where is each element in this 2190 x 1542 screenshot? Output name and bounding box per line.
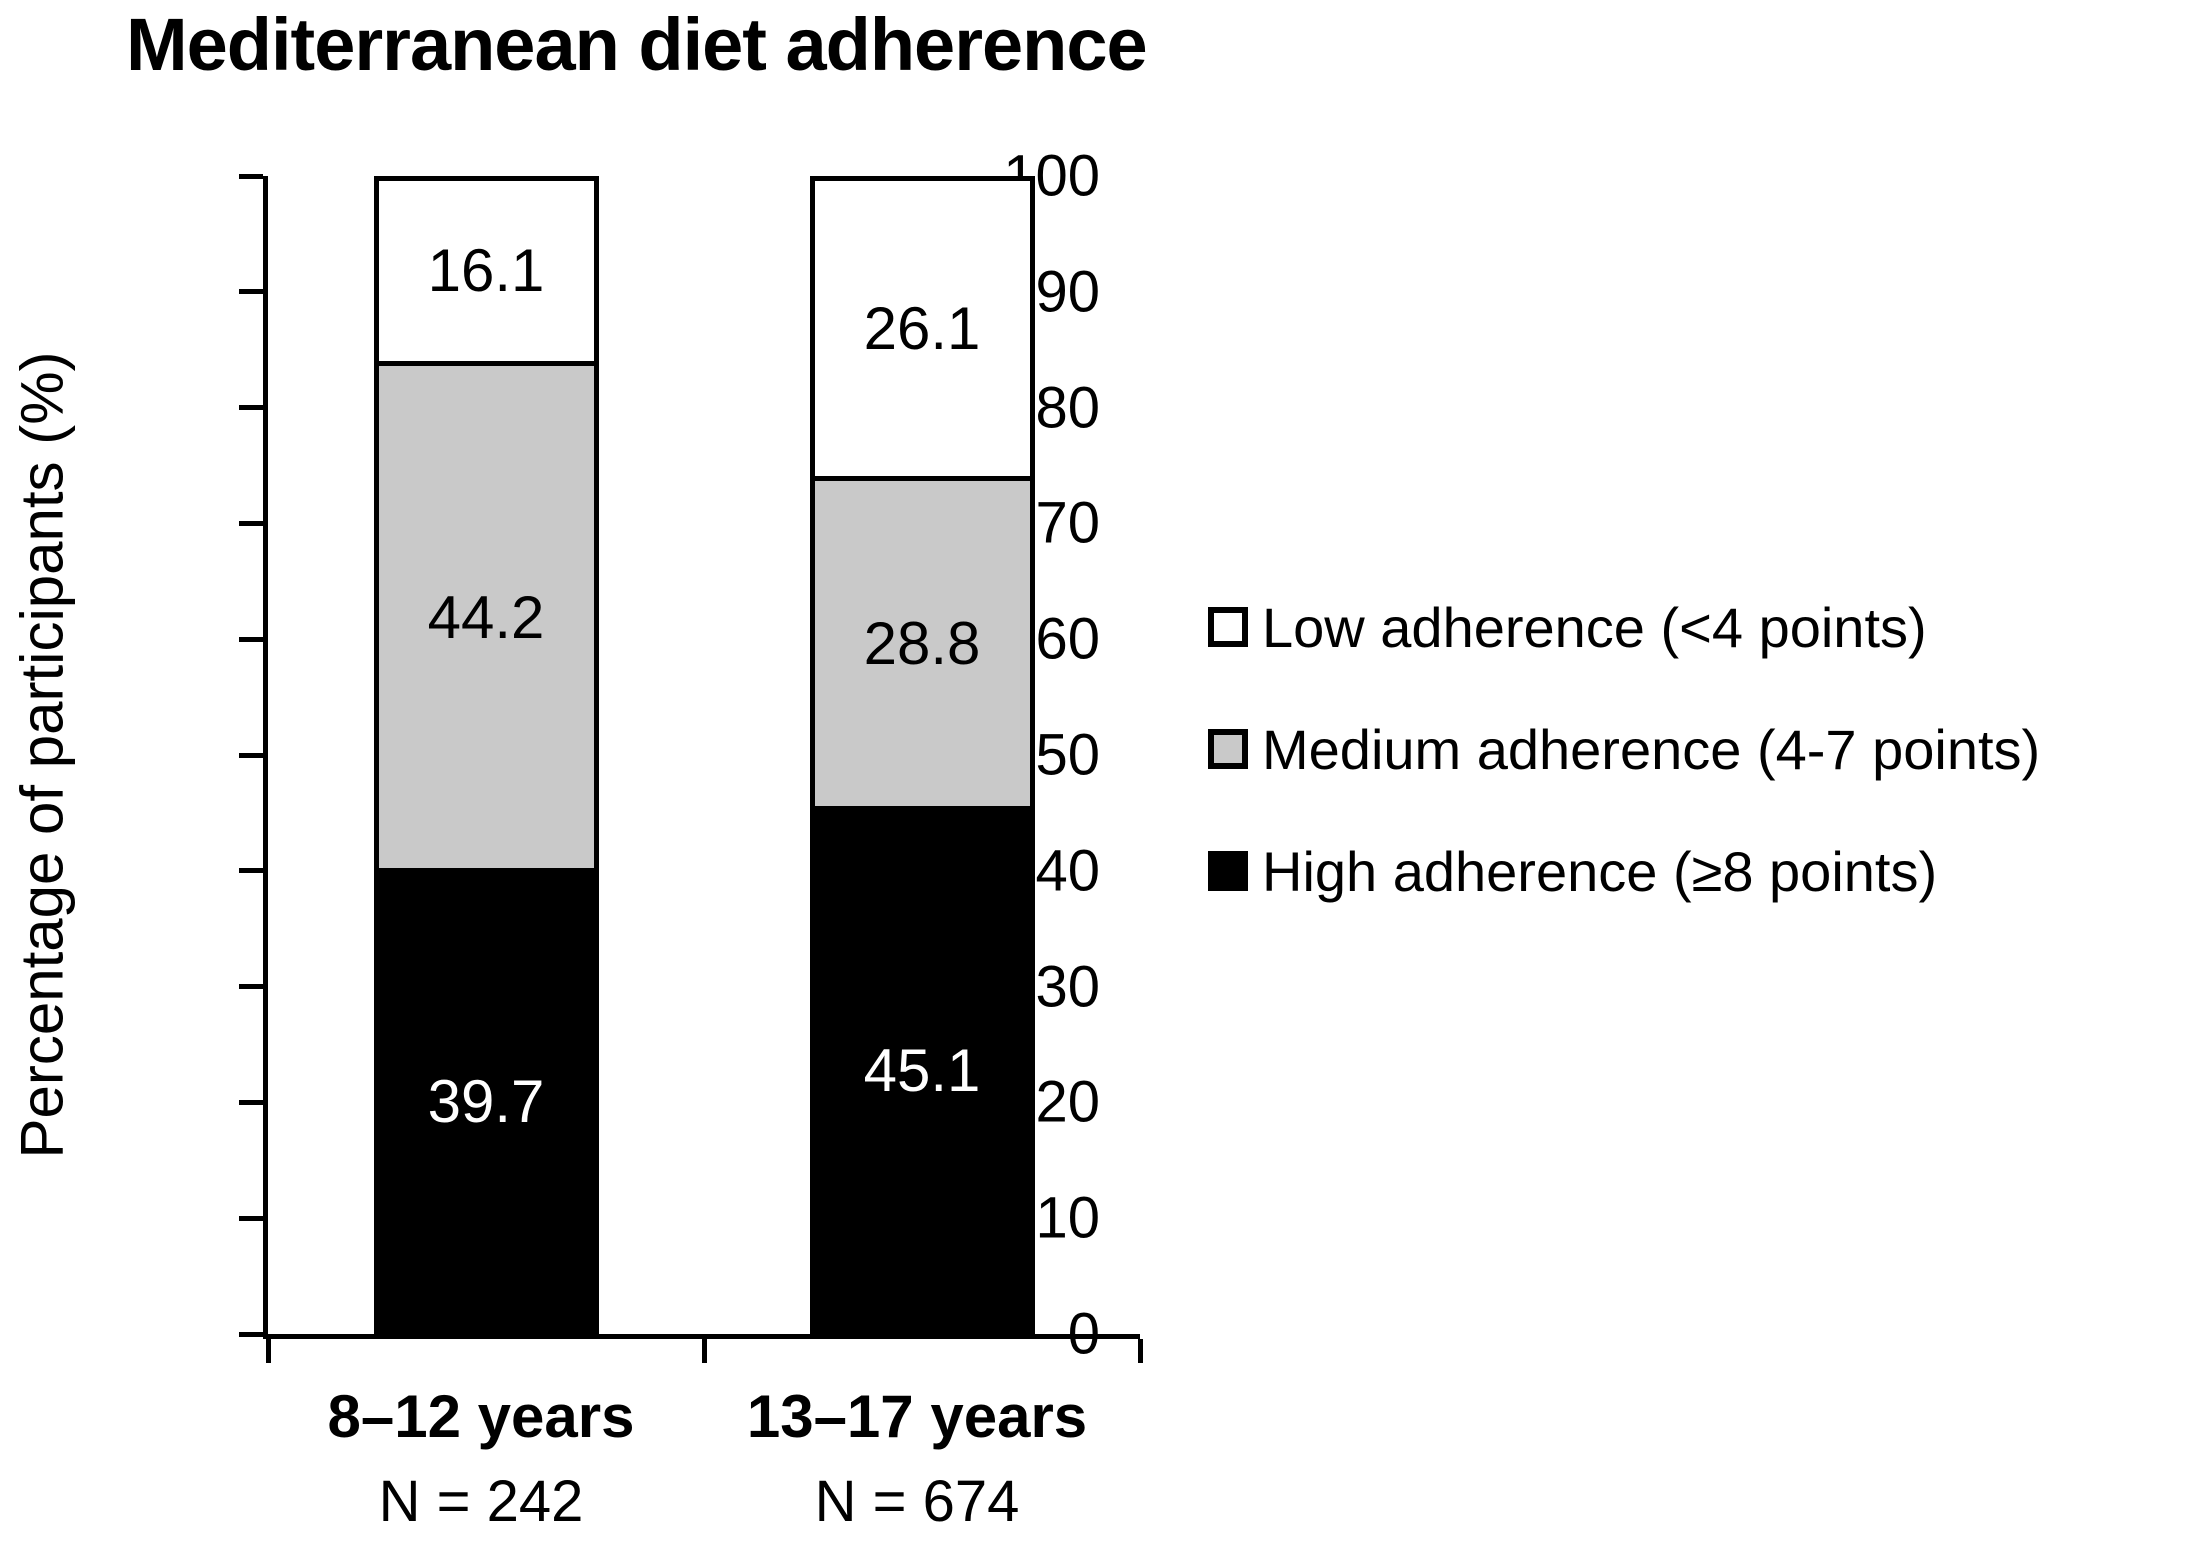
legend-swatch-icon [1208, 729, 1248, 769]
legend-label: Medium adherence (4-7 points) [1262, 717, 2041, 781]
x-tick [1137, 1339, 1143, 1363]
y-tick [239, 636, 263, 642]
y-tick [239, 173, 263, 179]
y-tick-label: 20 [1035, 1069, 1100, 1135]
legend-label: Low adherence (<4 points) [1262, 595, 1927, 659]
y-tick-label: 50 [1035, 722, 1100, 788]
bar-segment: 45.1 [814, 811, 1030, 1329]
bar-column: 26.1 28.8 45.1 [809, 176, 1035, 1334]
bar-segment: 26.1 [814, 181, 1030, 481]
y-tick-label: 30 [1035, 954, 1100, 1020]
y-tick [239, 405, 263, 411]
x-tick [265, 1339, 271, 1363]
legend-swatch-icon [1208, 607, 1248, 647]
plot-area: 0 10 20 30 40 50 60 70 80 90 100 16.1 44.2 39.7 26.1 28… [239, 144, 1143, 1367]
y-tick [239, 520, 263, 526]
bar-segment: 28.8 [814, 480, 1030, 812]
y-tick [239, 984, 263, 990]
chart-title: Mediterranean diet adherence [126, 3, 1148, 86]
y-tick [239, 289, 263, 295]
y-tick [239, 868, 263, 874]
y-tick [239, 1331, 263, 1337]
legend-label: High adherence (≥8 points) [1262, 839, 1938, 903]
bar-value-label: 44.2 [427, 583, 545, 651]
y-tick-label: 60 [1035, 606, 1100, 672]
legend-item: Low adherence (<4 points) [1208, 595, 2040, 659]
bar-value-label: 45.1 [863, 1036, 981, 1104]
bar-segment: 16.1 [378, 181, 594, 366]
legend: Low adherence (<4 points) Medium adherenc… [1208, 595, 2041, 903]
legend-swatch-icon [1208, 851, 1248, 891]
y-tick-label: 0 [1067, 1301, 1100, 1367]
y-tick [239, 752, 263, 758]
bar-value-label: 28.8 [863, 609, 981, 677]
x-category-label: 8–12 years [327, 1383, 635, 1450]
y-axis-title: Percentage of participants (%) [8, 351, 76, 1159]
y-tick-label: 90 [1035, 259, 1100, 325]
bar-segment: 44.2 [378, 365, 594, 874]
x-category-label: 13–17 years [746, 1383, 1088, 1450]
y-tick [239, 1215, 263, 1221]
y-tick-label: 80 [1035, 375, 1100, 441]
y-tick-label: 10 [1035, 1185, 1100, 1251]
y-tick-label: 70 [1035, 490, 1100, 556]
bar-value-label: 39.7 [427, 1067, 545, 1135]
bar-value-label: 26.1 [863, 294, 981, 362]
bar-value-label: 16.1 [427, 237, 545, 305]
legend-item: High adherence (≥8 points) [1208, 839, 2040, 903]
n-label: N = 242 [378, 1469, 584, 1534]
bar-segment: 39.7 [378, 873, 594, 1329]
legend-item: Medium adherence (4-7 points) [1208, 717, 2041, 781]
x-tick [701, 1339, 707, 1363]
y-tick-label: 40 [1035, 838, 1100, 904]
y-tick [239, 1099, 263, 1105]
bar-column: 16.1 44.2 39.7 [373, 176, 599, 1334]
n-label: N = 674 [814, 1469, 1020, 1534]
